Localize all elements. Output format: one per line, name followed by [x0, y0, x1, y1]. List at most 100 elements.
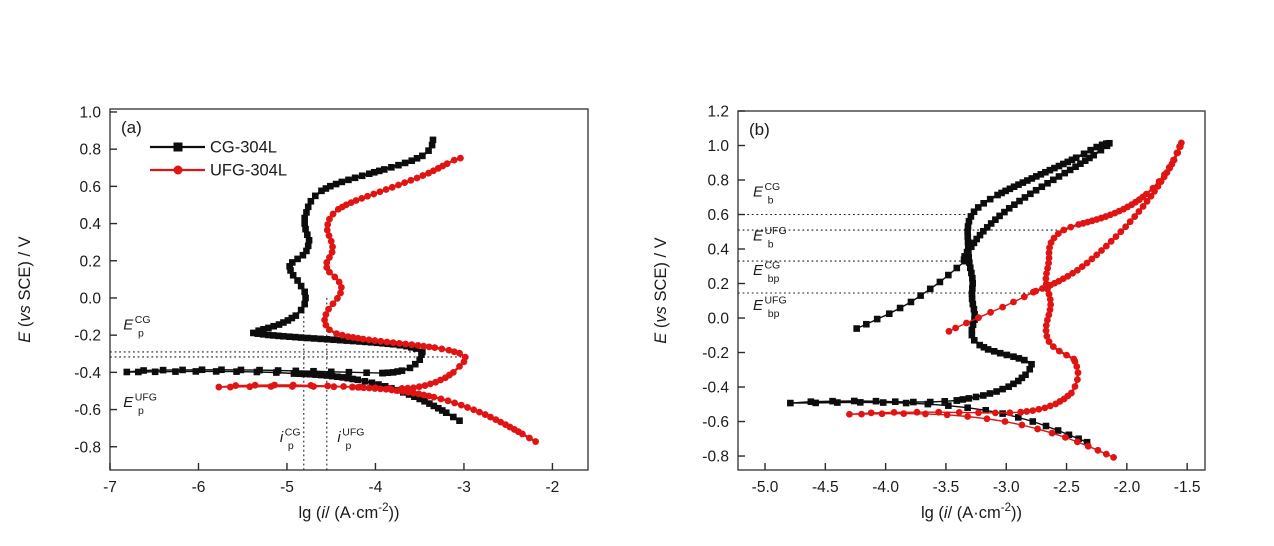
series-marker-circle [935, 408, 943, 416]
series-marker-circle [1046, 295, 1054, 303]
series-marker-square [406, 364, 414, 372]
series-marker-circle [324, 382, 332, 390]
series-marker-circle [323, 226, 331, 234]
series-marker-square [256, 366, 263, 374]
series-marker-circle [410, 389, 417, 397]
x-axis-title-post: )) [389, 504, 400, 522]
legend-label: CG-304L [210, 139, 277, 157]
series-marker-square [1002, 187, 1009, 195]
y-tick-label: 0.0 [707, 311, 729, 328]
annotation-label-sub: p [138, 328, 144, 340]
series-marker-circle [526, 434, 533, 442]
series-marker-square [123, 368, 131, 376]
series-marker-square [294, 255, 301, 263]
series-marker-circle [1131, 213, 1139, 220]
y-tick-label: -0.2 [74, 328, 101, 345]
axes-frame [109, 108, 589, 471]
series-marker-square [301, 220, 308, 227]
series-marker-square [1064, 158, 1072, 166]
series-marker-square [332, 180, 340, 188]
series-marker-square [980, 199, 987, 207]
series-marker-circle [395, 181, 402, 189]
series-marker-square [292, 312, 300, 319]
series-marker-circle [410, 384, 417, 392]
series-marker-circle [389, 339, 397, 347]
annotation-label-main: E [753, 297, 764, 314]
series-marker-square [850, 397, 858, 405]
x-tick-label: -3 [457, 479, 471, 496]
series-marker-square [430, 402, 438, 410]
series-marker-circle [945, 327, 953, 335]
series-marker-circle [964, 413, 972, 420]
y-tick-label: 1.0 [79, 104, 101, 121]
series-marker-square [270, 322, 277, 330]
series-marker-circle [431, 344, 439, 352]
legend-label: UFG-304L [210, 162, 287, 180]
annotation-label: E UFG bp [753, 295, 787, 321]
series-marker-square [907, 298, 915, 306]
x-tick-label: -3.0 [993, 479, 1020, 496]
series-marker-square [990, 348, 998, 355]
series-marker-square [971, 311, 978, 318]
series-marker-square [1026, 365, 1034, 373]
series-marker-square [873, 315, 881, 323]
series-marker-square [1010, 353, 1017, 360]
series-marker-square [255, 327, 262, 334]
series-marker-square [963, 248, 971, 256]
series-marker-circle [246, 383, 254, 391]
y-tick-label: -0.4 [74, 365, 101, 382]
series-marker-circle [1143, 197, 1151, 205]
series-marker-square [926, 285, 934, 293]
series-marker-circle [963, 319, 970, 327]
series-marker-square [1087, 146, 1094, 154]
y-axis-title: E (vs SCE) / V [652, 237, 670, 343]
series-marker-circle [487, 413, 494, 421]
series-marker-circle [1045, 338, 1053, 346]
series-marker-circle [1067, 389, 1075, 397]
series-marker-square [976, 231, 984, 239]
series-marker-circle [1045, 249, 1053, 257]
series-marker-square [301, 214, 308, 222]
series-marker-circle [975, 314, 982, 322]
series-marker-circle [344, 333, 352, 341]
series-marker-circle [359, 335, 367, 343]
series-marker-circle [377, 337, 385, 345]
series-marker-square [291, 333, 299, 341]
series-marker-circle [955, 408, 963, 416]
series-marker-square [807, 398, 815, 405]
series-marker-square [343, 337, 350, 344]
series-marker-square [349, 375, 357, 383]
y-axis-title-mid1: ( [652, 322, 670, 333]
panel-a: -7 -6 -5 -4 -3 -2 1.0 0.8 0.6 0.4 0.2 0.0 -0.2 -0.4 -0… [16, 104, 589, 522]
series-marker-circle [1098, 247, 1105, 254]
series-marker-square [1019, 179, 1027, 186]
series-marker-square [301, 300, 308, 308]
series-marker-square [926, 398, 934, 406]
series-marker-square [982, 407, 990, 414]
series-marker-square [260, 326, 267, 333]
series-marker-square [936, 278, 944, 286]
series-marker-square [1003, 351, 1011, 359]
series-marker-square [384, 369, 392, 377]
series-marker-circle [1102, 450, 1110, 458]
series-marker-circle [1112, 233, 1120, 240]
series-marker-circle [322, 311, 330, 318]
series-marker-square [987, 220, 995, 227]
series-marker-square [395, 161, 402, 169]
y-tick-label: 0.6 [79, 179, 101, 196]
series-marker-square [363, 369, 370, 377]
series-marker-circle [324, 221, 332, 228]
series-marker-square [986, 390, 994, 397]
series-marker-square [983, 224, 991, 231]
series-marker-circle [913, 408, 921, 416]
series-marker-square [1014, 414, 1022, 421]
series-marker-square [1001, 208, 1008, 216]
series-marker-square [965, 254, 973, 261]
series-marker-square [349, 337, 357, 345]
series-marker-circle [370, 190, 378, 198]
series-marker-square [297, 334, 305, 341]
series-marker-circle [1023, 408, 1031, 415]
series-marker-circle [1074, 369, 1082, 377]
series-marker-circle [846, 410, 853, 418]
series-marker-square [856, 399, 864, 406]
